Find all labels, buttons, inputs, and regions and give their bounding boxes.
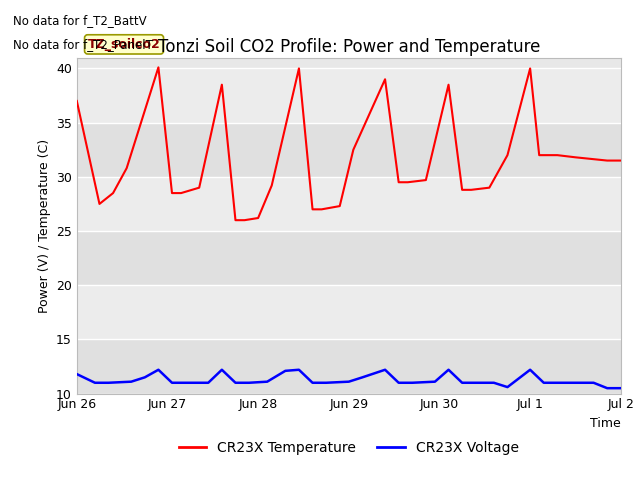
X-axis label: Time: Time [590, 417, 621, 430]
Bar [77, 285, 621, 339]
Y-axis label: Power (V) / Temperature (C): Power (V) / Temperature (C) [38, 139, 51, 312]
Legend: CR23X Temperature, CR23X Voltage: CR23X Temperature, CR23X Voltage [173, 435, 525, 461]
Bar [77, 69, 621, 122]
Text: No data for f_T2_BattV: No data for f_T2_BattV [13, 14, 147, 27]
Bar [77, 122, 621, 177]
Title: Tonzi Soil CO2 Profile: Power and Temperature: Tonzi Soil CO2 Profile: Power and Temper… [157, 38, 540, 56]
Text: No data for f_T2_PanelT: No data for f_T2_PanelT [13, 38, 153, 51]
Bar [77, 177, 621, 231]
Text: TZ_soilco2: TZ_soilco2 [88, 38, 161, 51]
Bar [77, 231, 621, 285]
Bar [77, 339, 621, 394]
